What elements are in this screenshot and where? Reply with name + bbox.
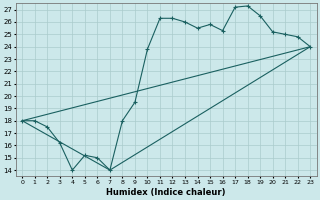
X-axis label: Humidex (Indice chaleur): Humidex (Indice chaleur) <box>107 188 226 197</box>
